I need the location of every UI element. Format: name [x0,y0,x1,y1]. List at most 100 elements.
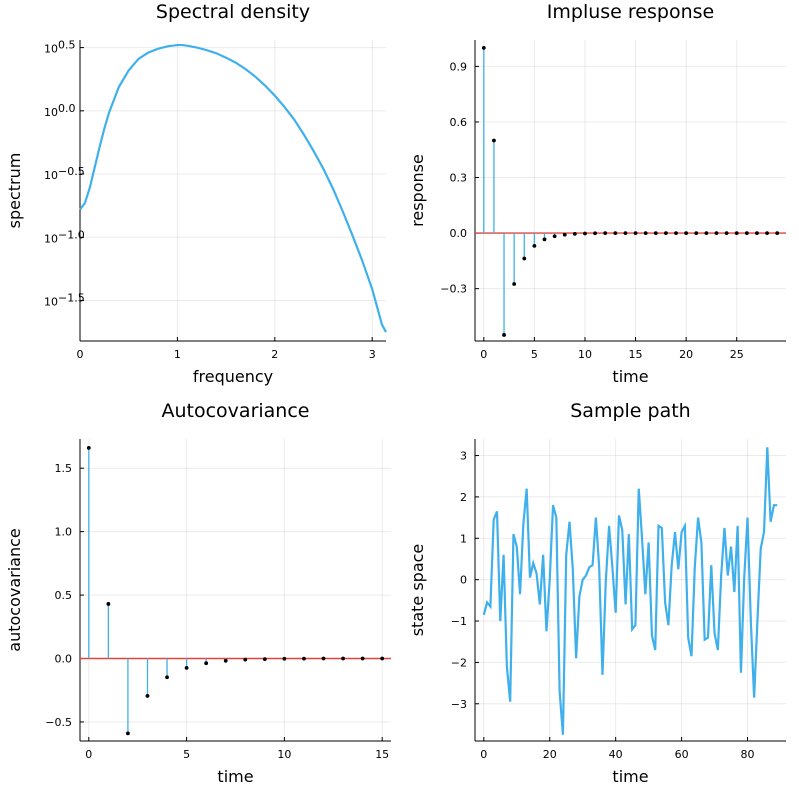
y-axis-label: spectrum [5,153,24,229]
stem-marker [223,658,228,663]
x-tick-label: 5 [531,348,538,361]
y-tick-label: 0.3 [450,172,468,185]
stem-marker [243,657,248,662]
y-tick-label: 10 [44,296,58,309]
stem-marker [502,333,506,337]
x-axis-label: time [612,767,648,786]
y-tick-label: 3 [460,450,467,463]
y-tick-exponent: −1.5 [58,292,85,305]
y-tick-label: 0 [460,574,467,587]
stem-marker [623,231,628,235]
stem-marker [145,694,150,698]
y-tick-label: 10 [44,43,58,56]
series-line [79,43,387,333]
y-tick-label: 2 [460,491,467,504]
stem-marker [684,231,689,235]
y-axis-label: response [408,154,427,227]
stem-marker [613,231,618,235]
stem-marker [744,231,749,235]
x-tick-label: 2 [271,348,278,361]
x-tick-label: 10 [578,348,592,361]
y-tick-label: −0.3 [440,283,467,296]
chart-title: Spectral density [156,1,310,23]
stem-marker [360,656,365,661]
y-tick-label: 1.5 [55,462,73,475]
x-tick-label: 15 [629,348,643,361]
stem-marker [603,231,608,235]
stem-marker [204,661,209,666]
y-tick-exponent: −1.0 [58,228,85,241]
stem-marker [674,231,678,235]
stem-marker [165,675,169,680]
y-axis-label: state space [408,544,427,637]
stem-marker [734,231,739,235]
stem-marker [755,231,759,235]
stem-marker [302,656,306,661]
x-axis-label: time [612,367,648,386]
stem-marker [380,656,385,661]
stem-marker [775,231,780,235]
y-tick-label: −2 [451,656,467,669]
y-tick-label: −1 [451,615,467,628]
series-line [482,447,778,735]
impulse-response-panel: 0 5 10 15 20 25 0.9 0.6 0.3 0.0 −0.3 Impluse respon… [408,1,786,386]
stem-marker [321,656,326,661]
stem-marker [532,243,537,248]
y-tick-label: 1.0 [55,526,73,539]
stem-marker [512,282,517,286]
y-tick-label: 0.0 [450,227,468,240]
stem-marker [664,231,668,235]
stem-marker [341,656,345,661]
chart-title: Impluse response [547,1,714,23]
y-tick-label: −3 [451,698,467,711]
stem-marker [653,231,658,235]
stem-marker [633,231,638,235]
stem-marker [552,234,557,239]
sample-path-panel: 0 20 40 60 80 3 2 1 0 −1 −2 −3 Sample path time state … [408,400,786,786]
stem-marker [704,231,709,235]
stem-marker [593,231,597,236]
x-tick-label: 0 [85,748,92,761]
x-tick-label: 0 [480,348,487,361]
y-tick-label: 0.6 [450,116,468,129]
y-tick-label: −0.5 [45,716,72,729]
spectral-density-panel: 0 1 2 310 0.510 0.010 −0.510 −1.010 −1.5Spectral… [5,1,387,386]
stem-marker [86,446,91,450]
x-tick-label: 20 [543,748,557,761]
x-axis-label: time [217,767,253,786]
x-tick-label: 0 [480,748,487,761]
autocovariance-panel: 0 5 10 15 1.5 1.0 0.5 0.0 −0.5 Autocovariance time… [5,400,391,786]
stem-marker [694,231,699,235]
stem-marker [572,231,577,236]
stem-marker [724,231,729,235]
y-tick-label: 1 [460,532,467,545]
x-tick-label: 10 [277,748,291,761]
stem-marker [542,237,547,242]
x-tick-label: 0 [77,348,84,361]
x-tick-label: 1 [174,348,181,361]
y-tick-label: 10 [44,232,58,245]
chart-title: Autocovariance [162,400,310,422]
stem-marker [126,731,130,736]
x-tick-label: 25 [730,348,744,361]
x-tick-label: 20 [679,348,693,361]
x-tick-label: 15 [375,748,389,761]
y-tick-exponent: 0.0 [58,102,76,115]
stem-marker [282,656,287,661]
x-axis-label: frequency [193,367,273,386]
chart-title: Sample path [570,400,690,422]
x-tick-label: 80 [741,748,755,761]
stem-marker [262,657,267,662]
y-tick-label: 0.0 [55,653,73,666]
y-tick-label: 10 [44,169,58,182]
y-axis-label: autocovariance [5,528,24,651]
stem-marker [106,602,111,606]
stem-marker [583,231,587,236]
stem-marker [184,665,189,670]
stem-marker [492,138,496,143]
stem-marker [643,231,648,235]
x-tick-label: 5 [183,748,190,761]
stem-marker [765,231,769,235]
y-tick-exponent: −0.5 [58,165,85,178]
